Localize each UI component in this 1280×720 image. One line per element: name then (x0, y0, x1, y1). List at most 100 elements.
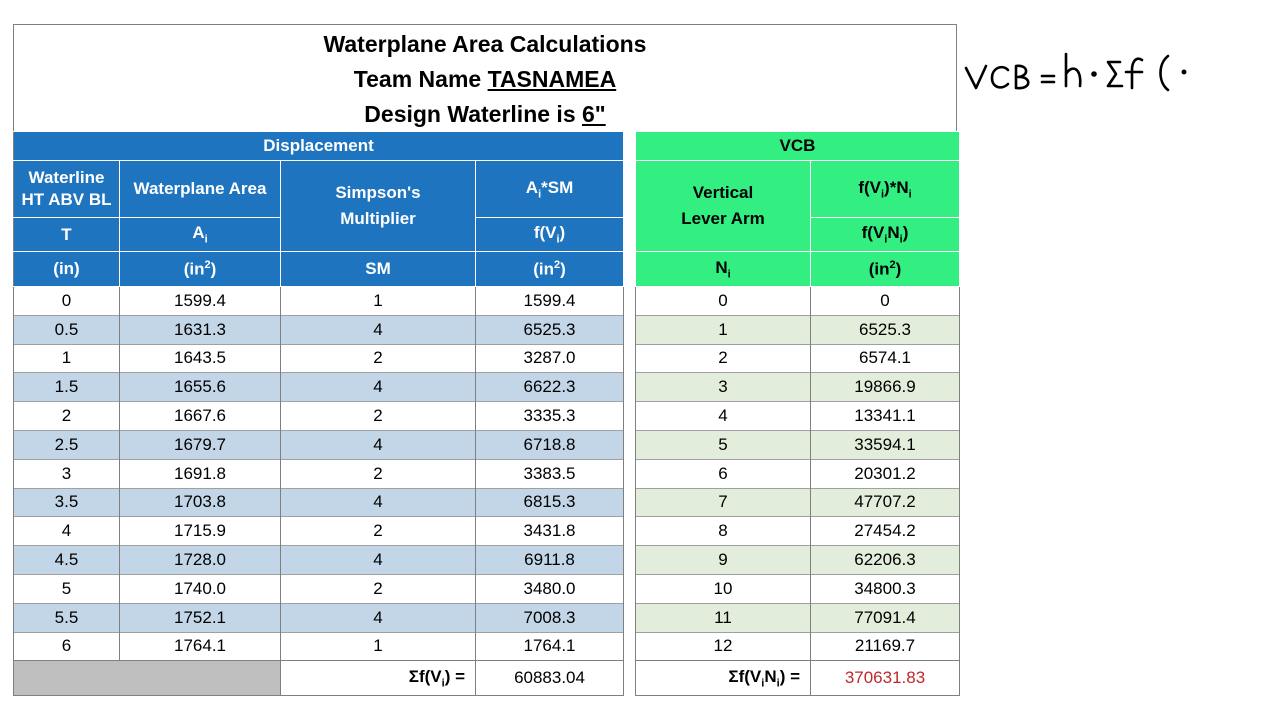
cell-fvi: 3480.0 (474, 573, 625, 604)
cell-area: 1740.0 (119, 573, 281, 604)
table-row: 5 33594.1 (635, 429, 960, 460)
cell-lever-arm: 9 (635, 545, 811, 575)
cell-waterline: 2.5 (13, 429, 120, 460)
cell-lever-arm: 11 (635, 602, 811, 633)
cell-waterline: 3.5 (13, 487, 120, 517)
cell-fvi: 3431.8 (474, 516, 625, 546)
cell-multiplier: 4 (280, 429, 476, 460)
symbol-fvini: f(ViNi) (810, 217, 960, 252)
sheet-title: Waterplane Area Calculations (323, 31, 647, 57)
table-row: 6 1764.1 1 1764.1 (13, 631, 625, 661)
cell-multiplier: 1 (280, 286, 476, 316)
cell-fvi: 6718.8 (474, 429, 625, 460)
cell-fvini: 13341.1 (810, 401, 960, 431)
cell-fvini: 6525.3 (810, 314, 960, 345)
table-row: 12 21169.7 (635, 631, 960, 661)
design-waterline-line: Design Waterline is 6" (14, 97, 956, 132)
cell-lever-arm: 12 (635, 631, 811, 661)
symbol-fvi: f(Vi) (474, 217, 625, 252)
cell-fvini: 20301.2 (810, 458, 960, 489)
cell-area: 1667.6 (119, 401, 281, 431)
table-row: 8 27454.2 (635, 516, 960, 546)
cell-multiplier: 2 (280, 573, 476, 604)
cell-fvi: 7008.3 (474, 602, 625, 633)
cell-multiplier: 4 (280, 314, 476, 345)
col-header-simpsons-l1: Simpson's (335, 183, 421, 202)
unit-in2-vcb: (in2) (810, 251, 960, 287)
team-name-value: TASNAMEA (487, 66, 617, 92)
table-row: 0 1599.4 1 1599.4 (13, 286, 625, 316)
cell-waterline: 6 (13, 631, 120, 661)
cell-lever-arm: 4 (635, 401, 811, 431)
cell-fvi: 3383.5 (474, 458, 625, 489)
cell-area: 1631.3 (119, 314, 281, 345)
cell-waterline: 5.5 (13, 602, 120, 633)
cell-multiplier: 4 (280, 545, 476, 575)
cell-area: 1599.4 (119, 286, 281, 316)
cell-fvini: 27454.2 (810, 516, 960, 546)
spreadsheet: Waterplane Area Calculations Team Name T… (12, 24, 960, 697)
cell-fvini: 33594.1 (810, 429, 960, 460)
cell-waterline: 5 (13, 573, 120, 604)
table-row: 3 19866.9 (635, 372, 960, 402)
symbol-ai: Ai (119, 217, 281, 252)
table-row: 1 6525.3 (635, 314, 960, 345)
table-row: 2 1667.6 2 3335.3 (13, 401, 625, 431)
cell-fvi: 1764.1 (474, 631, 625, 661)
cell-waterline: 0.5 (13, 314, 120, 345)
table-row: 6 20301.2 (635, 458, 960, 489)
col-header-vertical-lever-arm: Vertical Lever Arm (635, 160, 811, 252)
vcb-table: VCB Vertical Lever Arm f(Vi)*Ni f(ViNi) N… (635, 131, 960, 697)
cell-fvini: 47707.2 (810, 487, 960, 517)
cell-waterline: 1.5 (13, 372, 120, 402)
design-waterline-prefix: Design Waterline is (364, 101, 582, 127)
table-row: 4 13341.1 (635, 401, 960, 431)
col-header-vla-l1: Vertical (692, 183, 754, 202)
symbol-t: T (13, 217, 120, 252)
table-row: 1 1643.5 2 3287.0 (13, 343, 625, 373)
cell-waterline: 0 (13, 286, 120, 316)
cell-area: 1655.6 (119, 372, 281, 402)
col-header-waterplane-area: Waterplane Area (119, 160, 281, 218)
displacement-table: Displacement Waterline HT ABV BL Waterpla… (12, 131, 625, 697)
unit-sm: SM (280, 251, 476, 287)
table-row: 10 34800.3 (635, 573, 960, 604)
cell-area: 1715.9 (119, 516, 281, 546)
table-row: 7 47707.2 (635, 487, 960, 517)
cell-lever-arm: 3 (635, 372, 811, 402)
design-waterline-value: 6" (582, 101, 606, 127)
sum-fvini-value: 370631.83 (810, 660, 960, 697)
cell-lever-arm: 7 (635, 487, 811, 517)
cell-waterline: 2 (13, 401, 120, 431)
table-row: 3.5 1703.8 4 6815.3 (13, 487, 625, 517)
cell-area: 1764.1 (119, 631, 281, 661)
col-header-ai-sm: Ai*SM (474, 160, 625, 218)
cell-area: 1752.1 (119, 602, 281, 633)
cell-multiplier: 4 (280, 372, 476, 402)
cell-multiplier: 2 (280, 516, 476, 546)
cell-lever-arm: 1 (635, 314, 811, 345)
cell-lever-arm: 8 (635, 516, 811, 546)
cell-waterline: 1 (13, 343, 120, 373)
table-row: 4.5 1728.0 4 6911.8 (13, 545, 625, 575)
col-header-waterline: Waterline HT ABV BL (13, 160, 120, 218)
cell-fvi: 6815.3 (474, 487, 625, 517)
cell-lever-arm: 6 (635, 458, 811, 489)
cell-area: 1728.0 (119, 545, 281, 575)
table-row: 4 1715.9 2 3431.8 (13, 516, 625, 546)
table-row: 5 1740.0 2 3480.0 (13, 573, 625, 604)
sum-fvi-label: Σf(Vi) = (280, 660, 476, 697)
cell-area: 1643.5 (119, 343, 281, 373)
cell-fvini: 77091.4 (810, 602, 960, 633)
cell-fvini: 6574.1 (810, 343, 960, 373)
table-row: 2.5 1679.7 4 6718.8 (13, 429, 625, 460)
table-row: 2 6574.1 (635, 343, 960, 373)
cell-multiplier: 4 (280, 487, 476, 517)
symbol-ni: Ni (635, 251, 811, 287)
table-row: 11 77091.4 (635, 602, 960, 633)
sum-blank-cell (13, 660, 281, 697)
cell-fvi: 3335.3 (474, 401, 625, 431)
table-row: 9 62206.3 (635, 545, 960, 575)
cell-area: 1679.7 (119, 429, 281, 460)
